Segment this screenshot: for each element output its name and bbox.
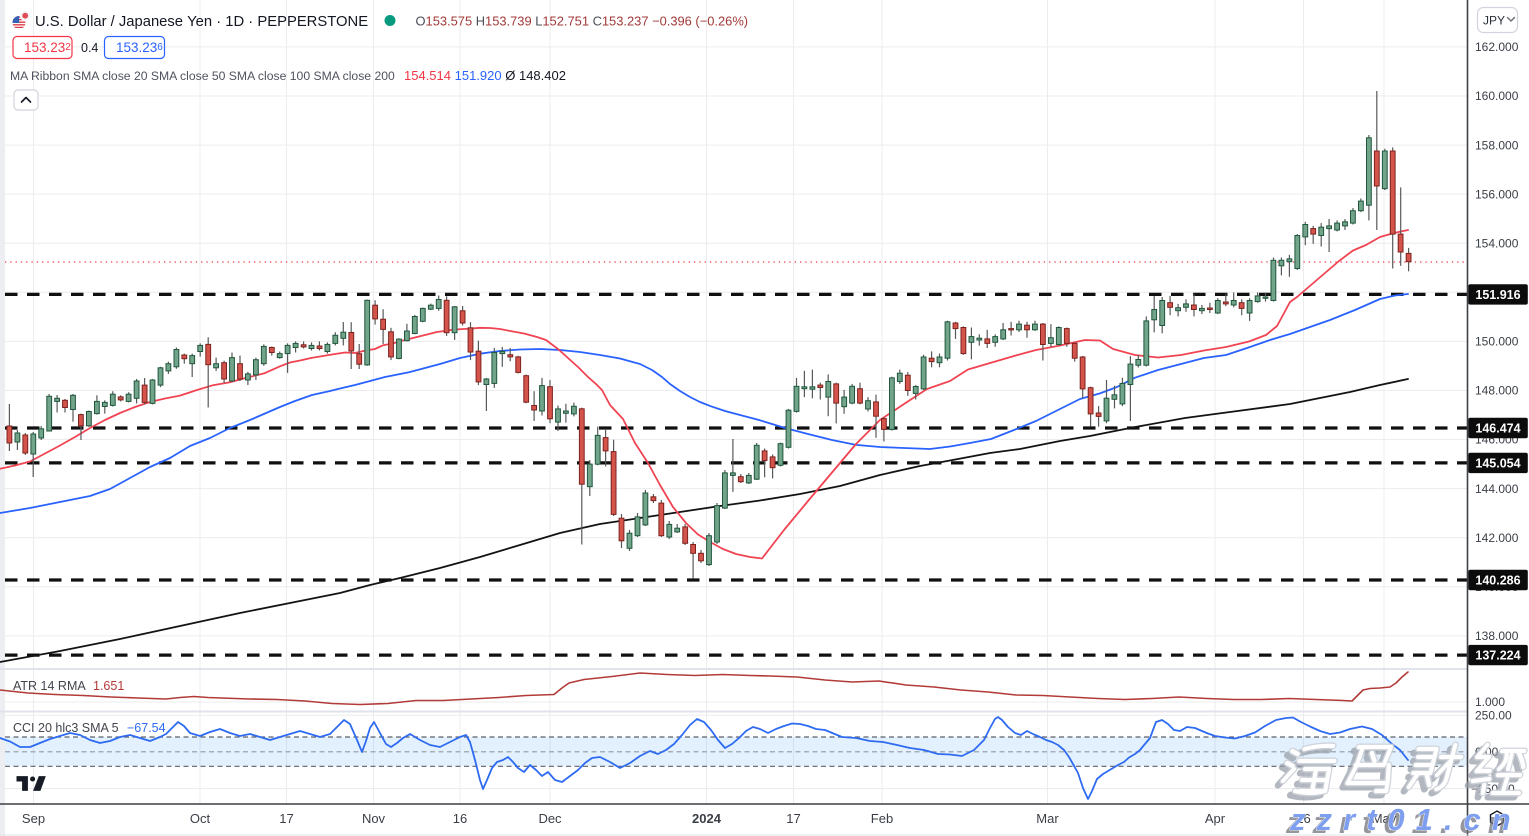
svg-text:ATR 14 RMA: ATR 14 RMA	[13, 679, 86, 693]
svg-text:2024: 2024	[692, 811, 722, 826]
svg-text:−67.54: −67.54	[127, 721, 166, 735]
svg-text:154.514 151.920 Ø 148.402: 154.514 151.920 Ø 148.402	[404, 68, 566, 83]
svg-text:162.000: 162.000	[1475, 40, 1519, 54]
svg-text:151.916: 151.916	[1475, 288, 1520, 302]
svg-text:Mar: Mar	[1036, 811, 1059, 826]
svg-text:16: 16	[1296, 811, 1310, 826]
svg-text:137.224: 137.224	[1475, 649, 1520, 663]
svg-text:140.286: 140.286	[1475, 574, 1520, 588]
svg-text:148.000: 148.000	[1475, 384, 1519, 398]
svg-text:145.054: 145.054	[1475, 457, 1520, 471]
svg-text:CCI 20 hlc3 SMA 5: CCI 20 hlc3 SMA 5	[13, 721, 119, 735]
svg-text:U.S. Dollar / Japanese Yen · 1: U.S. Dollar / Japanese Yen · 1D · PEPPER…	[35, 14, 368, 30]
svg-text:153.232: 153.232	[24, 40, 71, 55]
svg-text:158.000: 158.000	[1475, 138, 1519, 152]
svg-text:Dec: Dec	[538, 811, 562, 826]
svg-text:JPY: JPY	[1483, 14, 1505, 28]
svg-text:Feb: Feb	[871, 811, 893, 826]
svg-text:O153.575 H153.739 L152.751 C15: O153.575 H153.739 L152.751 C153.237 −0.3…	[416, 14, 749, 29]
svg-text:16: 16	[453, 811, 467, 826]
svg-text:160.000: 160.000	[1475, 89, 1519, 103]
svg-text:Oct: Oct	[190, 811, 211, 826]
svg-text:zzrt01.cn: zzrt01.cn	[1285, 805, 1518, 836]
svg-text:144.000: 144.000	[1475, 482, 1519, 496]
svg-text:0.4: 0.4	[81, 41, 98, 55]
svg-text:138.000: 138.000	[1475, 629, 1519, 643]
svg-text:17: 17	[279, 811, 293, 826]
svg-text:MA Ribbon SMA close 20 SMA clo: MA Ribbon SMA close 20 SMA close 50 SMA …	[10, 69, 395, 83]
svg-text:146.474: 146.474	[1475, 422, 1520, 436]
svg-text:Apr: Apr	[1205, 811, 1226, 826]
svg-text:142.000: 142.000	[1475, 531, 1519, 545]
svg-text:zzrt01.cn: zzrt01.cn	[1289, 802, 1522, 836]
svg-text:1.651: 1.651	[93, 679, 124, 693]
svg-text:154.000: 154.000	[1475, 236, 1519, 250]
svg-text:150.000: 150.000	[1475, 335, 1519, 349]
svg-text:1.000: 1.000	[1475, 695, 1505, 709]
svg-text:May: May	[1372, 811, 1397, 826]
svg-text:153.236: 153.236	[116, 40, 163, 55]
svg-text:17: 17	[786, 811, 800, 826]
svg-text:156.000: 156.000	[1475, 187, 1519, 201]
svg-text:Sep: Sep	[22, 811, 45, 826]
svg-text:Nov: Nov	[362, 811, 386, 826]
svg-text:250.00: 250.00	[1475, 709, 1512, 723]
